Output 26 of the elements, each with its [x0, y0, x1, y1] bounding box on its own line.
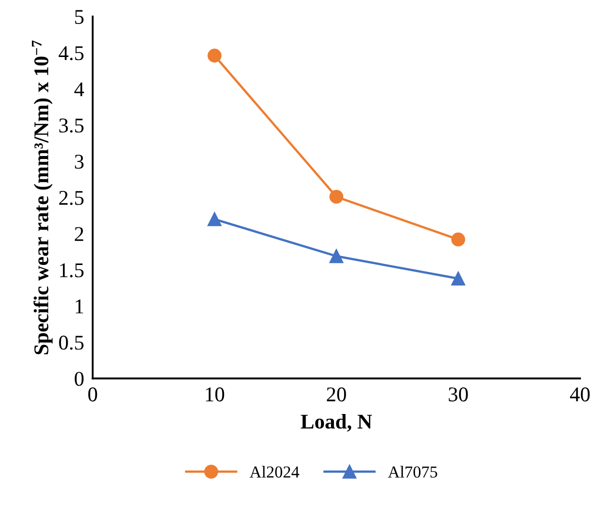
y-tick-label: 2: [74, 227, 84, 241]
y-tick-label: 5: [75, 10, 84, 24]
x-axis-title: Load, N: [300, 414, 372, 432]
point: [329, 190, 344, 204]
x-tick-label: 40: [570, 387, 590, 402]
y-tick-label: 3.5: [59, 118, 84, 133]
point: [329, 249, 344, 264]
point: [451, 272, 466, 286]
legend-label: Al2024: [250, 466, 300, 478]
point: [208, 212, 222, 226]
y-axis-title: Specific wear rate (mm³/Nm) x 10$^{−7}$: [32, 40, 53, 354]
point: [208, 48, 222, 63]
y-tick-label: 3: [74, 154, 84, 169]
y-tick-label: 0.5: [59, 336, 84, 350]
y-tick-label: 4.5: [58, 46, 84, 60]
x-tick-label: 0: [88, 387, 98, 402]
legend-label: Al7075: [388, 466, 438, 478]
x-tick-label: 10: [206, 387, 224, 402]
y-tick-label: 1.5: [60, 263, 84, 278]
point: [451, 232, 466, 246]
y-tick-label: 4: [74, 82, 84, 96]
x-tick-label: 20: [326, 387, 346, 402]
y-tick-label: 0: [74, 372, 84, 386]
y-tick-label: 1: [76, 300, 84, 314]
x-tick-label: 30: [448, 387, 468, 402]
y-tick-label: 2.5: [59, 190, 84, 206]
